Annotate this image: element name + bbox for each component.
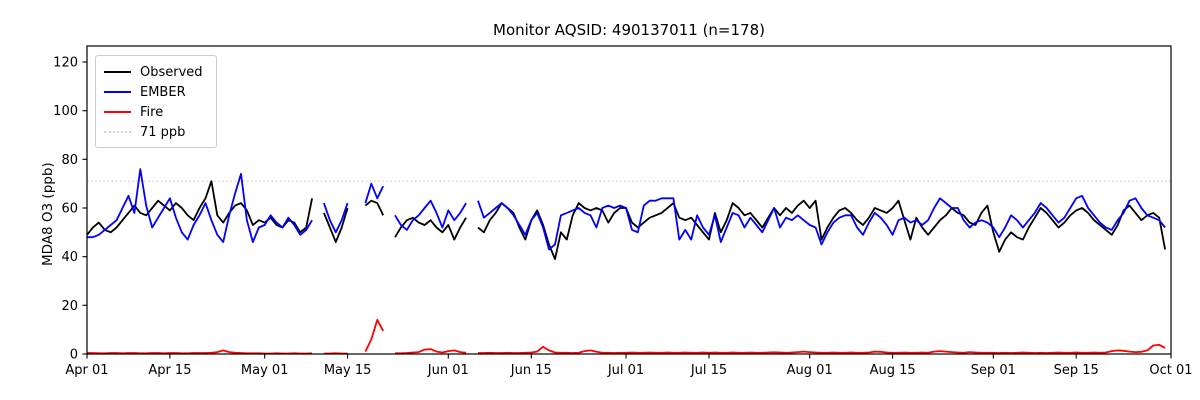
- y-tick-label: 20: [61, 299, 78, 314]
- x-tick-label: Oct 01: [1149, 363, 1192, 378]
- series-line-ember: [87, 168, 1166, 251]
- x-tick-label: Sep 01: [971, 363, 1016, 378]
- x-tick-label: Jun 01: [427, 363, 469, 378]
- y-tick-label: 40: [61, 250, 78, 265]
- legend-label-threshold: 71 ppb: [140, 124, 186, 140]
- x-tick-label: Aug 15: [870, 363, 916, 378]
- y-tick-label: 80: [61, 153, 78, 168]
- legend: Observed EMBER Fire 71 ppb: [95, 55, 217, 148]
- y-tick-label: 120: [53, 56, 78, 71]
- legend-line-fire-icon: [104, 111, 131, 113]
- legend-item-threshold: 71 ppb: [104, 122, 208, 142]
- legend-label-fire: Fire: [140, 104, 164, 120]
- x-tick-label: May 01: [241, 363, 289, 378]
- legend-item-observed: Observed: [104, 62, 208, 82]
- x-tick-label: Jul 15: [690, 363, 727, 378]
- series-line-observed: [86, 180, 1166, 260]
- y-tick-label: 100: [53, 104, 78, 119]
- chart-title: Monitor AQSID: 490137011 (n=178): [493, 21, 765, 39]
- x-tick-label: May 15: [324, 363, 372, 378]
- plot-border: [86, 45, 1172, 355]
- x-tick-label: Apr 01: [65, 363, 108, 378]
- legend-label-ember: EMBER: [140, 84, 186, 100]
- legend-item-ember: EMBER: [104, 82, 208, 102]
- y-tick-label: 60: [61, 202, 78, 217]
- legend-line-threshold-icon: [104, 131, 131, 133]
- y-tick-label: 0: [70, 348, 78, 363]
- series-line-fire: [87, 319, 1166, 355]
- legend-line-ember-icon: [104, 91, 131, 93]
- x-tick-label: Sep 15: [1054, 363, 1099, 378]
- x-tick-label: Jul 01: [607, 363, 644, 378]
- legend-line-observed-icon: [104, 71, 131, 73]
- x-tick-label: Jun 15: [510, 363, 552, 378]
- x-tick-label: Apr 15: [148, 363, 191, 378]
- legend-label-observed: Observed: [140, 64, 203, 80]
- x-tick-label: Aug 01: [787, 363, 833, 378]
- legend-item-fire: Fire: [104, 102, 208, 122]
- y-axis-label: MDA8 O3 (ppb): [40, 162, 56, 266]
